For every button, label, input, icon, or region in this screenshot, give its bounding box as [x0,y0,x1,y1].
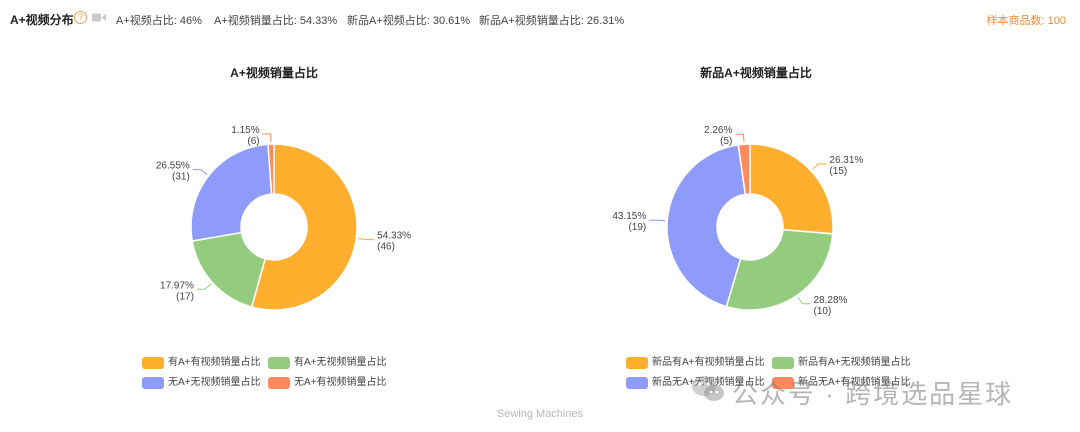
chart-title-left: A+视频销量占比 [230,66,318,80]
donut-slice[interactable] [267,143,275,195]
summary-bar: A+视频分布 ? A+视频占比: 46% A+视频销量占比: 54.33% 新品… [0,0,1080,36]
legend-label: 有A+无视频销量占比 [294,357,387,368]
legend-item[interactable]: 新品有A+无视频销量占比 [772,356,911,370]
legend-item[interactable]: 有A+无视频销量占比 [268,356,387,370]
legend-item[interactable]: 无A+无视频销量占比 [142,376,261,390]
sample-count: 样本商品数: 100 [986,15,1066,27]
stat-new-aplus-video-sales-ratio: 新品A+视频销量占比: 26.31% [479,15,625,27]
slice-percent-label: 43.15% [612,211,646,222]
section-title: A+视频分布 [10,13,74,27]
slice-count-label: (46) [377,242,395,253]
slice-percent-label: 54.33% [377,231,411,242]
legend-item[interactable]: 有A+有视频销量占比 [142,356,261,370]
watermark: 公众号 · 跨境选品星球 [690,372,1070,409]
legend-label: 无A+无视频销量占比 [168,377,261,388]
category-footer: Sewing Machines [496,408,584,420]
donut-slice[interactable] [666,143,747,308]
slice-percent-label: 28.28% [814,295,848,306]
leader-line [735,133,745,143]
stat-aplus-video-ratio: A+视频占比: 46% [116,15,202,27]
leader-line [649,219,666,222]
watermark-text: 公众号 · 跨境选品星球 [732,379,1014,409]
donut-slice[interactable] [749,143,834,235]
leader-line [812,163,827,170]
legend-swatch [142,357,164,369]
slice-count-label: (10) [814,306,832,317]
wechat-icon [692,376,724,401]
slice-count-label: (5) [720,136,732,147]
stat-new-aplus-video-ratio: 新品A+视频占比: 30.61% [347,15,471,27]
legend-label: 新品有A+有视频销量占比 [652,357,765,368]
leader-line [358,238,375,241]
legend-item[interactable]: 新品无A+有视频销量占比 [772,376,911,390]
slice-count-label: (17) [176,291,194,302]
legend-swatch [268,377,290,389]
legend-label: 无A+有视频销量占比 [294,377,387,388]
legend-swatch [772,357,794,369]
donut-slice[interactable] [190,143,273,242]
donut-slice[interactable] [191,231,267,308]
slice-percent-label: 1.15% [231,125,259,136]
legend-item[interactable]: 新品有A+有视频销量占比 [626,356,765,370]
legend-swatch [626,377,648,389]
stat-aplus-video-sales-ratio: A+视频销量占比: 54.33% [214,15,338,27]
help-icon[interactable]: ? [74,11,87,24]
leader-line [262,133,272,143]
legend-swatch [772,377,794,389]
slice-percent-label: 26.31% [829,155,863,166]
legend-swatch [268,357,290,369]
video-camera-icon [92,13,106,22]
legend-swatch [142,377,164,389]
legend-swatch [626,357,648,369]
donut-slice[interactable] [250,143,358,311]
slice-percent-label: 2.26% [704,125,732,136]
slice-count-label: (15) [829,166,847,177]
legend-item[interactable]: 无A+有视频销量占比 [268,376,387,390]
slice-percent-label: 26.55% [156,161,190,172]
slice-count-label: (6) [247,136,259,147]
leader-line [797,296,811,305]
slice-count-label: (19) [628,222,646,233]
slice-count-label: (31) [172,172,190,183]
leader-line [196,283,212,290]
chart-title-right: 新品A+视频销量占比 [700,66,812,80]
slice-percent-label: 17.97% [160,280,194,291]
legend-label: 新品无A+有视频销量占比 [798,377,911,388]
leader-line [192,169,208,175]
donut-slice[interactable] [737,143,751,196]
legend-label: 有A+有视频销量占比 [168,357,261,368]
legend-label: 新品有A+无视频销量占比 [798,357,911,368]
donut-slice[interactable] [725,228,834,311]
